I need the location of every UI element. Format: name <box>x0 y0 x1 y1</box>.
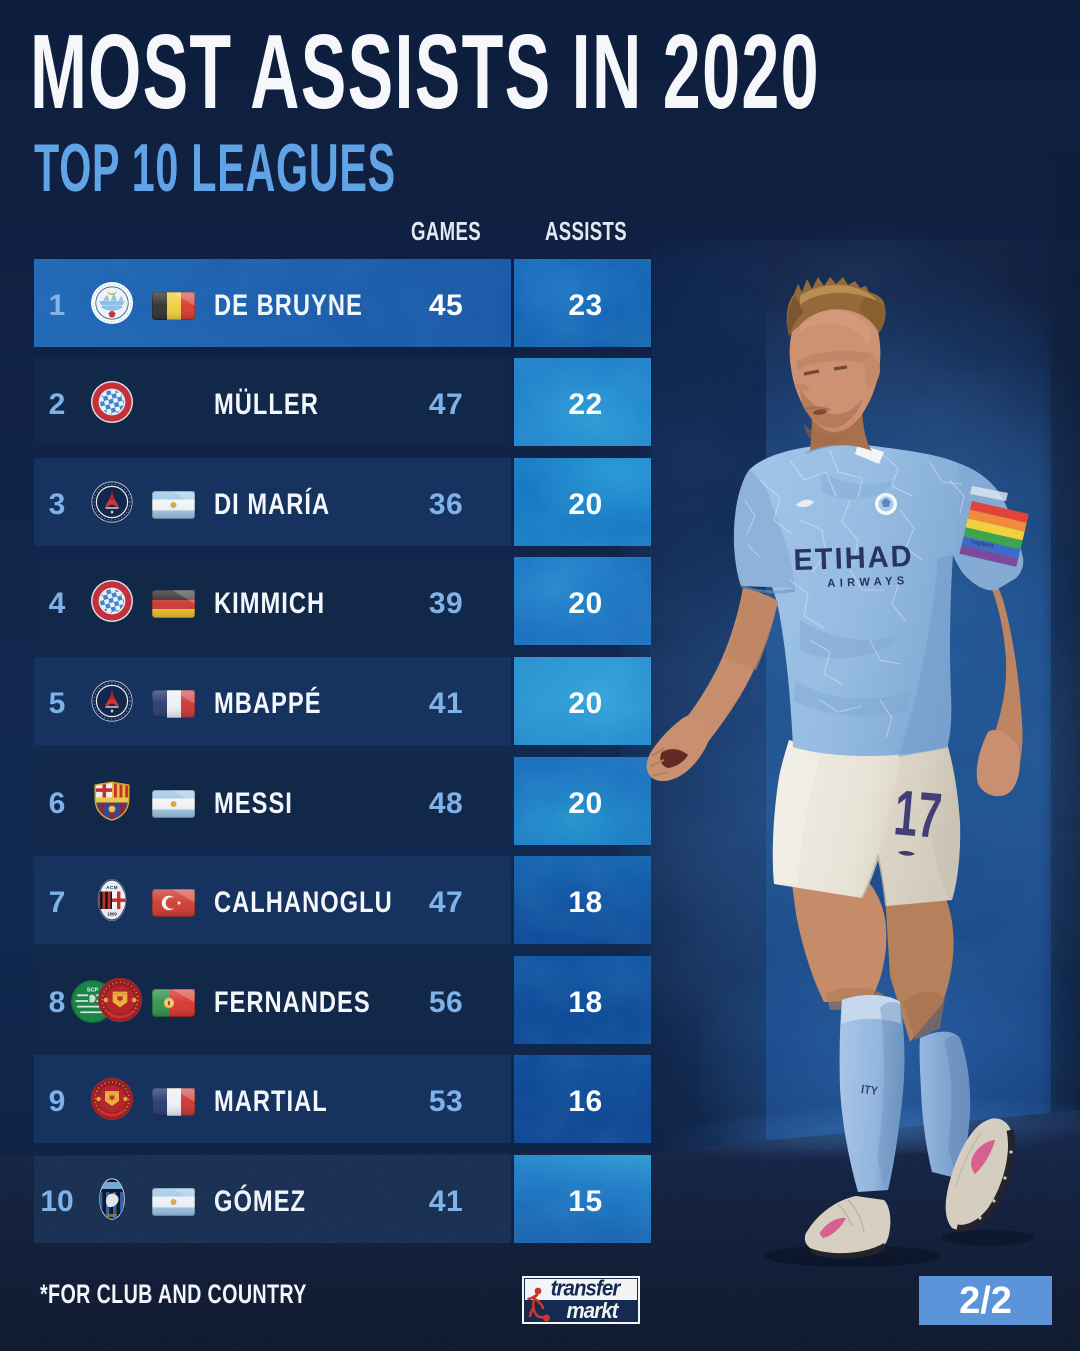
svg-text:transfer: transfer <box>551 1276 622 1301</box>
svg-text:17: 17 <box>891 778 944 853</box>
svg-text:markt: markt <box>566 1298 619 1323</box>
svg-text:captain: captain <box>970 538 994 550</box>
svg-text:ETIHAD: ETIHAD <box>793 540 914 578</box>
svg-text:AIRWAYS: AIRWAYS <box>827 575 909 590</box>
svg-text:ITY: ITY <box>860 1083 879 1098</box>
